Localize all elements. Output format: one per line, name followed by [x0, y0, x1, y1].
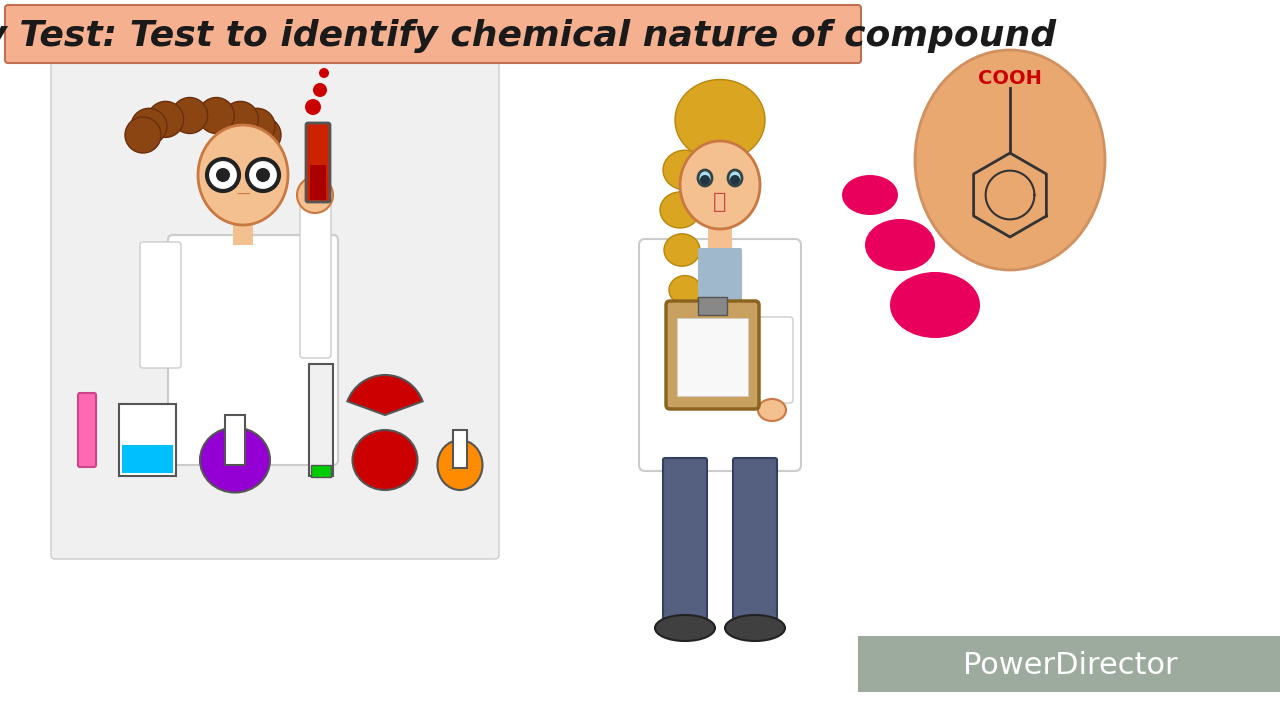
Ellipse shape: [663, 150, 707, 190]
Circle shape: [131, 108, 166, 144]
Circle shape: [239, 108, 275, 144]
FancyBboxPatch shape: [78, 393, 96, 467]
Circle shape: [147, 102, 183, 138]
Circle shape: [319, 68, 329, 78]
Circle shape: [223, 102, 259, 138]
Ellipse shape: [915, 50, 1105, 270]
Bar: [708, 225, 732, 250]
Ellipse shape: [865, 219, 934, 271]
Ellipse shape: [675, 79, 765, 161]
Ellipse shape: [698, 170, 712, 186]
Circle shape: [305, 99, 321, 115]
Ellipse shape: [724, 615, 785, 641]
Circle shape: [297, 177, 333, 213]
Bar: [122, 445, 173, 473]
Ellipse shape: [352, 430, 417, 490]
FancyBboxPatch shape: [733, 458, 777, 622]
FancyBboxPatch shape: [119, 404, 177, 476]
FancyBboxPatch shape: [168, 235, 338, 465]
Text: ⌣: ⌣: [713, 192, 727, 212]
Ellipse shape: [200, 428, 270, 492]
Bar: [698, 297, 727, 315]
Circle shape: [216, 168, 230, 182]
Ellipse shape: [758, 399, 786, 421]
Circle shape: [172, 97, 207, 133]
Ellipse shape: [842, 175, 899, 215]
Text: PowerDirector: PowerDirector: [963, 652, 1178, 680]
FancyBboxPatch shape: [306, 123, 330, 202]
Ellipse shape: [728, 170, 742, 186]
Circle shape: [256, 168, 270, 182]
Wedge shape: [347, 375, 422, 415]
Ellipse shape: [680, 141, 760, 229]
FancyBboxPatch shape: [698, 248, 742, 332]
Circle shape: [198, 97, 234, 133]
Bar: [233, 220, 253, 245]
Bar: [311, 465, 332, 477]
Ellipse shape: [438, 440, 483, 490]
Circle shape: [125, 117, 161, 153]
FancyBboxPatch shape: [140, 242, 180, 368]
Bar: [225, 415, 244, 465]
Circle shape: [700, 175, 710, 185]
Circle shape: [730, 175, 740, 185]
FancyBboxPatch shape: [663, 458, 707, 622]
Ellipse shape: [660, 192, 700, 228]
Ellipse shape: [664, 234, 700, 266]
Circle shape: [314, 83, 326, 97]
Text: Solubility Test: Test to identify chemical nature of compound: Solubility Test: Test to identify chemic…: [0, 19, 1056, 53]
FancyBboxPatch shape: [858, 636, 1280, 692]
Text: COOH: COOH: [978, 68, 1042, 88]
FancyBboxPatch shape: [5, 5, 861, 63]
Ellipse shape: [890, 272, 980, 338]
FancyBboxPatch shape: [300, 192, 332, 358]
FancyBboxPatch shape: [756, 317, 794, 403]
Ellipse shape: [655, 615, 716, 641]
FancyBboxPatch shape: [639, 239, 801, 471]
FancyBboxPatch shape: [666, 301, 759, 409]
Bar: [310, 165, 326, 200]
Ellipse shape: [198, 125, 288, 225]
FancyBboxPatch shape: [308, 364, 333, 476]
Ellipse shape: [669, 276, 701, 305]
FancyBboxPatch shape: [677, 318, 748, 396]
Circle shape: [207, 159, 239, 191]
Circle shape: [247, 159, 279, 191]
FancyBboxPatch shape: [51, 61, 499, 559]
Text: —: —: [236, 188, 250, 202]
Circle shape: [244, 117, 282, 153]
Bar: [453, 430, 467, 468]
